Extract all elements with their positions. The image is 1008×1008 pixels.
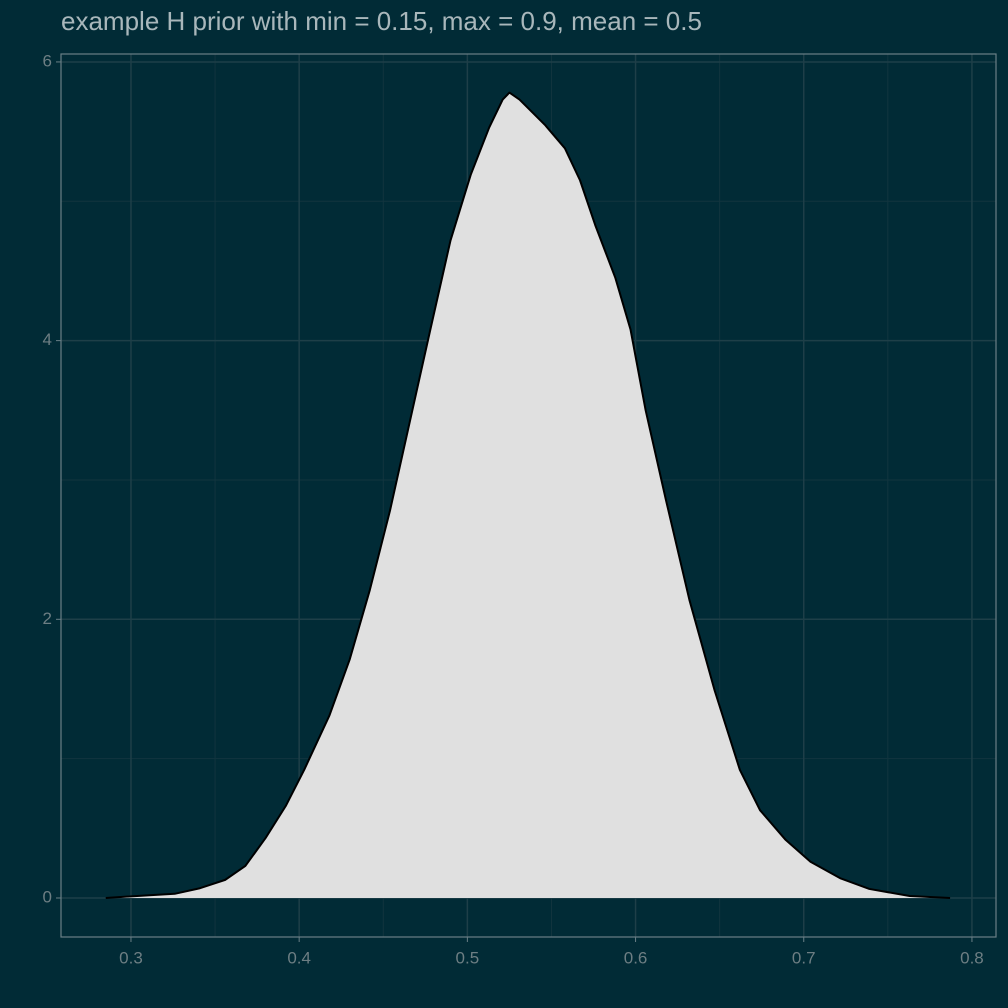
x-tick-label: 0.4 — [287, 948, 311, 967]
y-tick-label: 4 — [43, 330, 52, 349]
chart-title: example H prior with min = 0.15, max = 0… — [61, 6, 702, 36]
panel-border — [60, 53, 997, 938]
x-tick-label: 0.3 — [119, 948, 143, 967]
x-tick-label: 0.7 — [792, 948, 816, 967]
y-tick-label: 2 — [43, 609, 52, 628]
x-tick-label: 0.8 — [960, 948, 984, 967]
y-tick-label: 6 — [43, 51, 52, 70]
density-line — [105, 91, 951, 899]
x-tick-label: 0.6 — [624, 948, 648, 967]
y-tick-label: 0 — [43, 887, 52, 906]
x-tick-label: 0.5 — [456, 948, 480, 967]
density-area — [105, 92, 951, 898]
